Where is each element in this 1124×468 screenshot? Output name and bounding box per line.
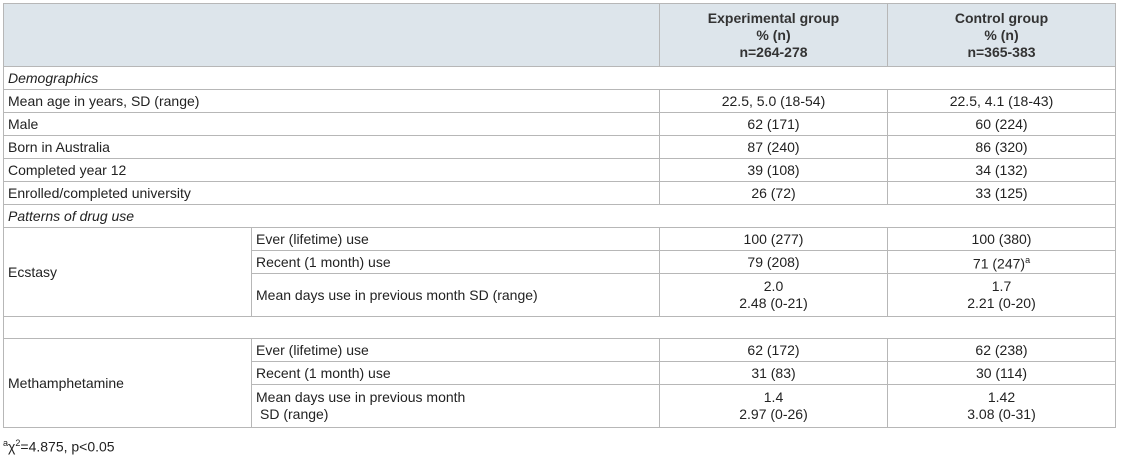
mean-value: 1.7: [991, 278, 1012, 294]
row-label: Completed year 12: [3, 158, 660, 182]
control-n: n=365-383: [967, 43, 1036, 60]
control-value: 100 (380): [887, 227, 1116, 251]
row-label: Ever (lifetime) use: [251, 338, 660, 362]
control-value: 34 (132): [887, 158, 1116, 182]
row-label-line: Mean days use in previous month: [256, 389, 466, 405]
section-label: Demographics: [3, 66, 1116, 90]
section-row-demographics: Demographics: [3, 66, 1116, 90]
row-label-line: SD (range): [260, 406, 329, 422]
table-row: Recent (1 month) use 31 (83) 30 (114): [4, 361, 1116, 385]
row-label: Male: [3, 112, 660, 136]
control-value: 62 (238): [887, 338, 1116, 362]
mean-value: 1.4: [763, 389, 784, 405]
row-label: Mean days use in previous month SD (rang…: [251, 273, 660, 317]
table-row: Male 62 (171) 60 (224): [3, 112, 1116, 136]
mean-value: 2.0: [763, 278, 784, 294]
sd-range-value: 2.21 (0-20): [967, 295, 1036, 311]
control-value: 1.7 2.21 (0-20): [887, 273, 1116, 317]
row-label: Mean age in years, SD (range): [3, 89, 660, 113]
table-footnote: aχ2=4.875, p<0.05: [3, 438, 115, 455]
chi-exponent: 2: [15, 438, 21, 448]
row-label: Recent (1 month) use: [251, 361, 660, 385]
drug-label-ecstasy: Ecstasy: [3, 227, 252, 317]
experimental-value: 1.4 2.97 (0-26): [659, 384, 888, 428]
control-value: 33 (125): [887, 181, 1116, 205]
experimental-title: Experimental group: [707, 9, 840, 26]
row-label: Mean days use in previous month SD (rang…: [251, 384, 660, 428]
experimental-value: 2.0 2.48 (0-21): [659, 273, 888, 317]
experimental-value: 79 (208): [659, 250, 888, 274]
control-value-text: 71 (247): [972, 255, 1026, 272]
control-value: 22.5, 4.1 (18-43): [887, 89, 1116, 113]
control-group-header: Control group % (n) n=365-383: [887, 3, 1116, 67]
footnote-marker: a: [1025, 254, 1031, 265]
table-row: Mean days use in previous month SD (rang…: [4, 273, 1116, 317]
spacer-row: [3, 316, 1116, 339]
experimental-group-header: Experimental group % (n) n=264-278: [659, 3, 888, 67]
spacer-cell: [3, 316, 1116, 339]
mean-value: 1.42: [987, 389, 1016, 405]
row-label: Ever (lifetime) use: [251, 227, 660, 251]
experimental-value: 31 (83): [659, 361, 888, 385]
control-title: Control group: [954, 9, 1049, 26]
table-row: Methamphetamine Ever (lifetime) use 62 (…: [3, 338, 1116, 428]
chi-symbol: χ: [8, 438, 16, 455]
row-label: Enrolled/completed university: [3, 181, 660, 205]
control-value: 30 (114): [887, 361, 1116, 385]
section-label: Patterns of drug use: [3, 204, 1116, 228]
experimental-n: n=264-278: [739, 43, 808, 60]
control-value: 71 (247)a: [887, 250, 1116, 274]
header-blank-cell: [3, 3, 660, 67]
experimental-value: 22.5, 5.0 (18-54): [659, 89, 888, 113]
results-table: Experimental group % (n) n=264-278 Contr…: [3, 3, 1116, 428]
control-value: 86 (320): [887, 135, 1116, 159]
experimental-value: 87 (240): [659, 135, 888, 159]
sd-range-value: 2.48 (0-21): [739, 295, 808, 311]
header-row: Experimental group % (n) n=264-278 Contr…: [3, 3, 1116, 67]
table-row: Mean age in years, SD (range) 22.5, 5.0 …: [3, 89, 1116, 113]
footnote-text: =4.875, p<0.05: [20, 438, 115, 455]
sd-range-value: 3.08 (0-31): [967, 406, 1036, 422]
sd-range-value: 2.97 (0-26): [739, 406, 808, 422]
table-row: Mean days use in previous month SD (rang…: [4, 384, 1116, 428]
table-row: Completed year 12 39 (108) 34 (132): [3, 158, 1116, 182]
experimental-value: 39 (108): [659, 158, 888, 182]
drug-label-methamphetamine: Methamphetamine: [3, 338, 252, 428]
experimental-value: 62 (171): [659, 112, 888, 136]
table-row: Recent (1 month) use 79 (208) 71 (247)a: [4, 250, 1116, 274]
experimental-value: 26 (72): [659, 181, 888, 205]
control-value: 1.42 3.08 (0-31): [887, 384, 1116, 428]
table-row: Born in Australia 87 (240) 86 (320): [3, 135, 1116, 159]
table-row: Ecstasy Ever (lifetime) use 100 (277) 10…: [3, 227, 1116, 317]
control-unit: % (n): [984, 26, 1019, 43]
row-label: Recent (1 month) use: [251, 250, 660, 274]
footnote-marker: a: [3, 438, 9, 448]
control-value: 60 (224): [887, 112, 1116, 136]
experimental-value: 100 (277): [659, 227, 888, 251]
table-row: Enrolled/completed university 26 (72) 33…: [3, 181, 1116, 205]
row-label: Born in Australia: [3, 135, 660, 159]
section-row-patterns: Patterns of drug use: [3, 204, 1116, 228]
experimental-value: 62 (172): [659, 338, 888, 362]
experimental-unit: % (n): [756, 26, 791, 43]
